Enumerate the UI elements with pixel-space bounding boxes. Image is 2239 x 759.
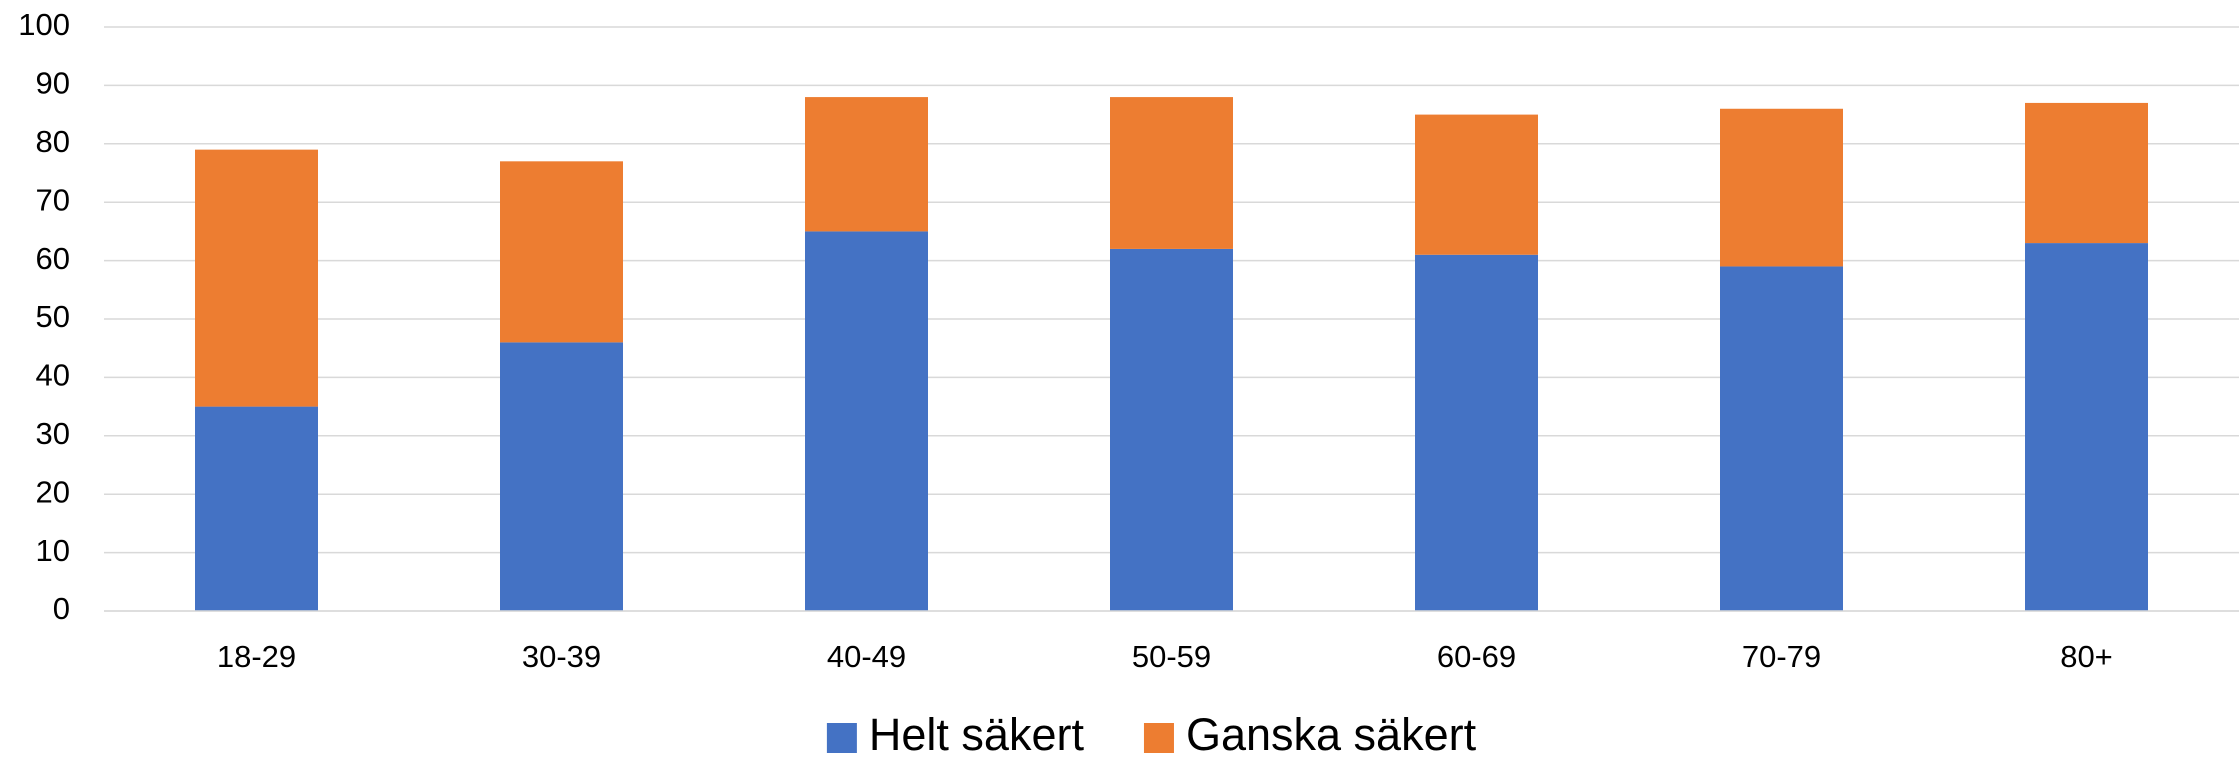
x-tick-label: 30-39	[522, 639, 601, 674]
y-tick-label: 70	[36, 182, 70, 217]
x-tick-label: 70-79	[1742, 639, 1821, 674]
y-tick-label: 40	[36, 358, 70, 393]
legend-label: Ganska säkert	[1186, 709, 1477, 759]
bar-segment	[1110, 97, 1233, 249]
bar-segment	[1110, 248, 1233, 612]
bar-segment	[2025, 243, 2148, 611]
legend-label: Helt säkert	[869, 709, 1085, 759]
x-tick-label: 80+	[2060, 639, 2113, 674]
y-tick-label: 100	[18, 7, 70, 42]
y-tick-label: 80	[36, 124, 70, 159]
x-tick-label: 60-69	[1437, 639, 1516, 674]
y-tick-label: 90	[36, 66, 70, 101]
bar-segment	[2025, 102, 2148, 244]
y-tick-label: 60	[36, 241, 70, 276]
bar-segment	[195, 406, 318, 611]
bar-segment	[1720, 266, 1843, 611]
bar-segment	[195, 149, 318, 407]
y-tick-label: 20	[36, 474, 70, 509]
y-tick-label: 50	[36, 299, 70, 334]
legend-swatch	[826, 723, 857, 753]
x-tick-label: 50-59	[1132, 639, 1211, 674]
bar-segment	[500, 161, 623, 343]
legend-swatch	[1143, 723, 1174, 753]
bar-segment	[805, 231, 928, 611]
bar-segment	[1415, 254, 1538, 611]
legend: Helt säkert Ganska säkert	[826, 709, 1477, 759]
x-tick-label: 40-49	[827, 639, 906, 674]
bar-segment	[1720, 108, 1843, 267]
y-tick-label: 0	[53, 591, 70, 626]
y-tick-label: 10	[36, 533, 70, 568]
bar-segment	[1415, 114, 1538, 255]
x-tick-label: 18-29	[217, 639, 296, 674]
bar-segment	[500, 342, 623, 611]
y-tick-label: 30	[36, 416, 70, 451]
bar-segment	[805, 97, 928, 232]
